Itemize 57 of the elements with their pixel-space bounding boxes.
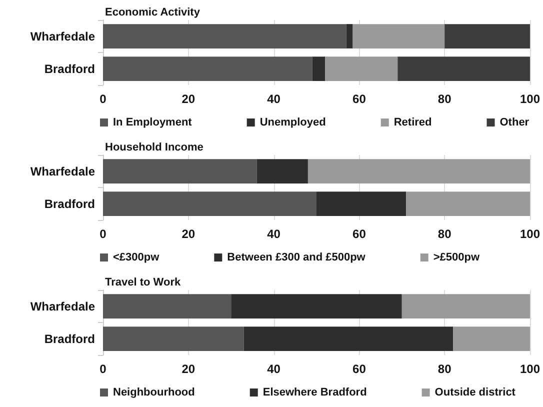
bar xyxy=(453,326,530,351)
bar xyxy=(352,24,445,48)
bar xyxy=(103,159,257,184)
bar xyxy=(256,159,308,184)
bar xyxy=(103,56,312,81)
bar xyxy=(103,24,346,48)
bar xyxy=(308,159,530,184)
legend-label: Retired xyxy=(394,116,432,128)
legend-label: Elsewhere Bradford xyxy=(262,386,367,398)
x-tick-label: 20 xyxy=(182,92,196,106)
y-tick-label: Bradford xyxy=(44,62,95,76)
bar xyxy=(346,24,353,48)
legend-label: Outside district xyxy=(434,386,516,398)
legend-label: Other xyxy=(500,116,530,128)
x-tick-label: 40 xyxy=(267,92,281,106)
legend-label: Neighbourhood xyxy=(113,386,195,398)
x-tick-label: 100 xyxy=(520,92,540,106)
x-tick-label: 40 xyxy=(267,362,281,376)
legend-label: <£300pw xyxy=(113,252,160,264)
chart-title: Travel to Work xyxy=(105,276,182,288)
x-tick-label: 0 xyxy=(100,227,107,241)
bar xyxy=(406,192,530,216)
chart-title: Household Income xyxy=(105,142,204,154)
bar xyxy=(325,56,398,81)
y-tick-label: Wharfedale xyxy=(30,164,96,178)
x-tick-label: 80 xyxy=(438,362,452,376)
x-tick-label: 0 xyxy=(100,92,107,106)
x-tick-label: 100 xyxy=(520,227,540,241)
bar xyxy=(316,192,406,216)
bar xyxy=(312,56,326,81)
y-tick-label: Wharfedale xyxy=(30,29,96,44)
bar xyxy=(402,294,530,318)
bar xyxy=(231,294,402,318)
x-tick-label: 20 xyxy=(182,362,196,376)
bar xyxy=(103,192,316,216)
x-tick-label: 60 xyxy=(352,227,366,241)
y-tick-label: Bradford xyxy=(44,332,95,346)
x-tick-label: 80 xyxy=(438,227,452,241)
x-tick-label: 60 xyxy=(352,92,366,106)
bar xyxy=(398,56,530,81)
bar xyxy=(444,24,530,48)
x-tick-label: 80 xyxy=(438,92,452,106)
bar xyxy=(103,294,232,318)
chart-title: Economic Activity xyxy=(105,6,201,18)
x-tick-label: 60 xyxy=(352,362,366,376)
legend-label: In Employment xyxy=(113,116,192,128)
legend-label: Between £300 and £500pw xyxy=(227,252,366,264)
legend-label: >£500pw xyxy=(433,252,480,264)
y-tick-label: Wharfedale xyxy=(30,299,96,314)
bar xyxy=(103,326,244,351)
x-tick-label: 100 xyxy=(520,362,540,376)
y-tick-label: Bradford xyxy=(44,196,95,211)
legend-label: Unemployed xyxy=(260,116,326,128)
x-tick-label: 20 xyxy=(182,227,196,241)
x-tick-label: 0 xyxy=(100,362,107,376)
x-tick-label: 40 xyxy=(267,227,281,241)
bar xyxy=(244,326,454,351)
